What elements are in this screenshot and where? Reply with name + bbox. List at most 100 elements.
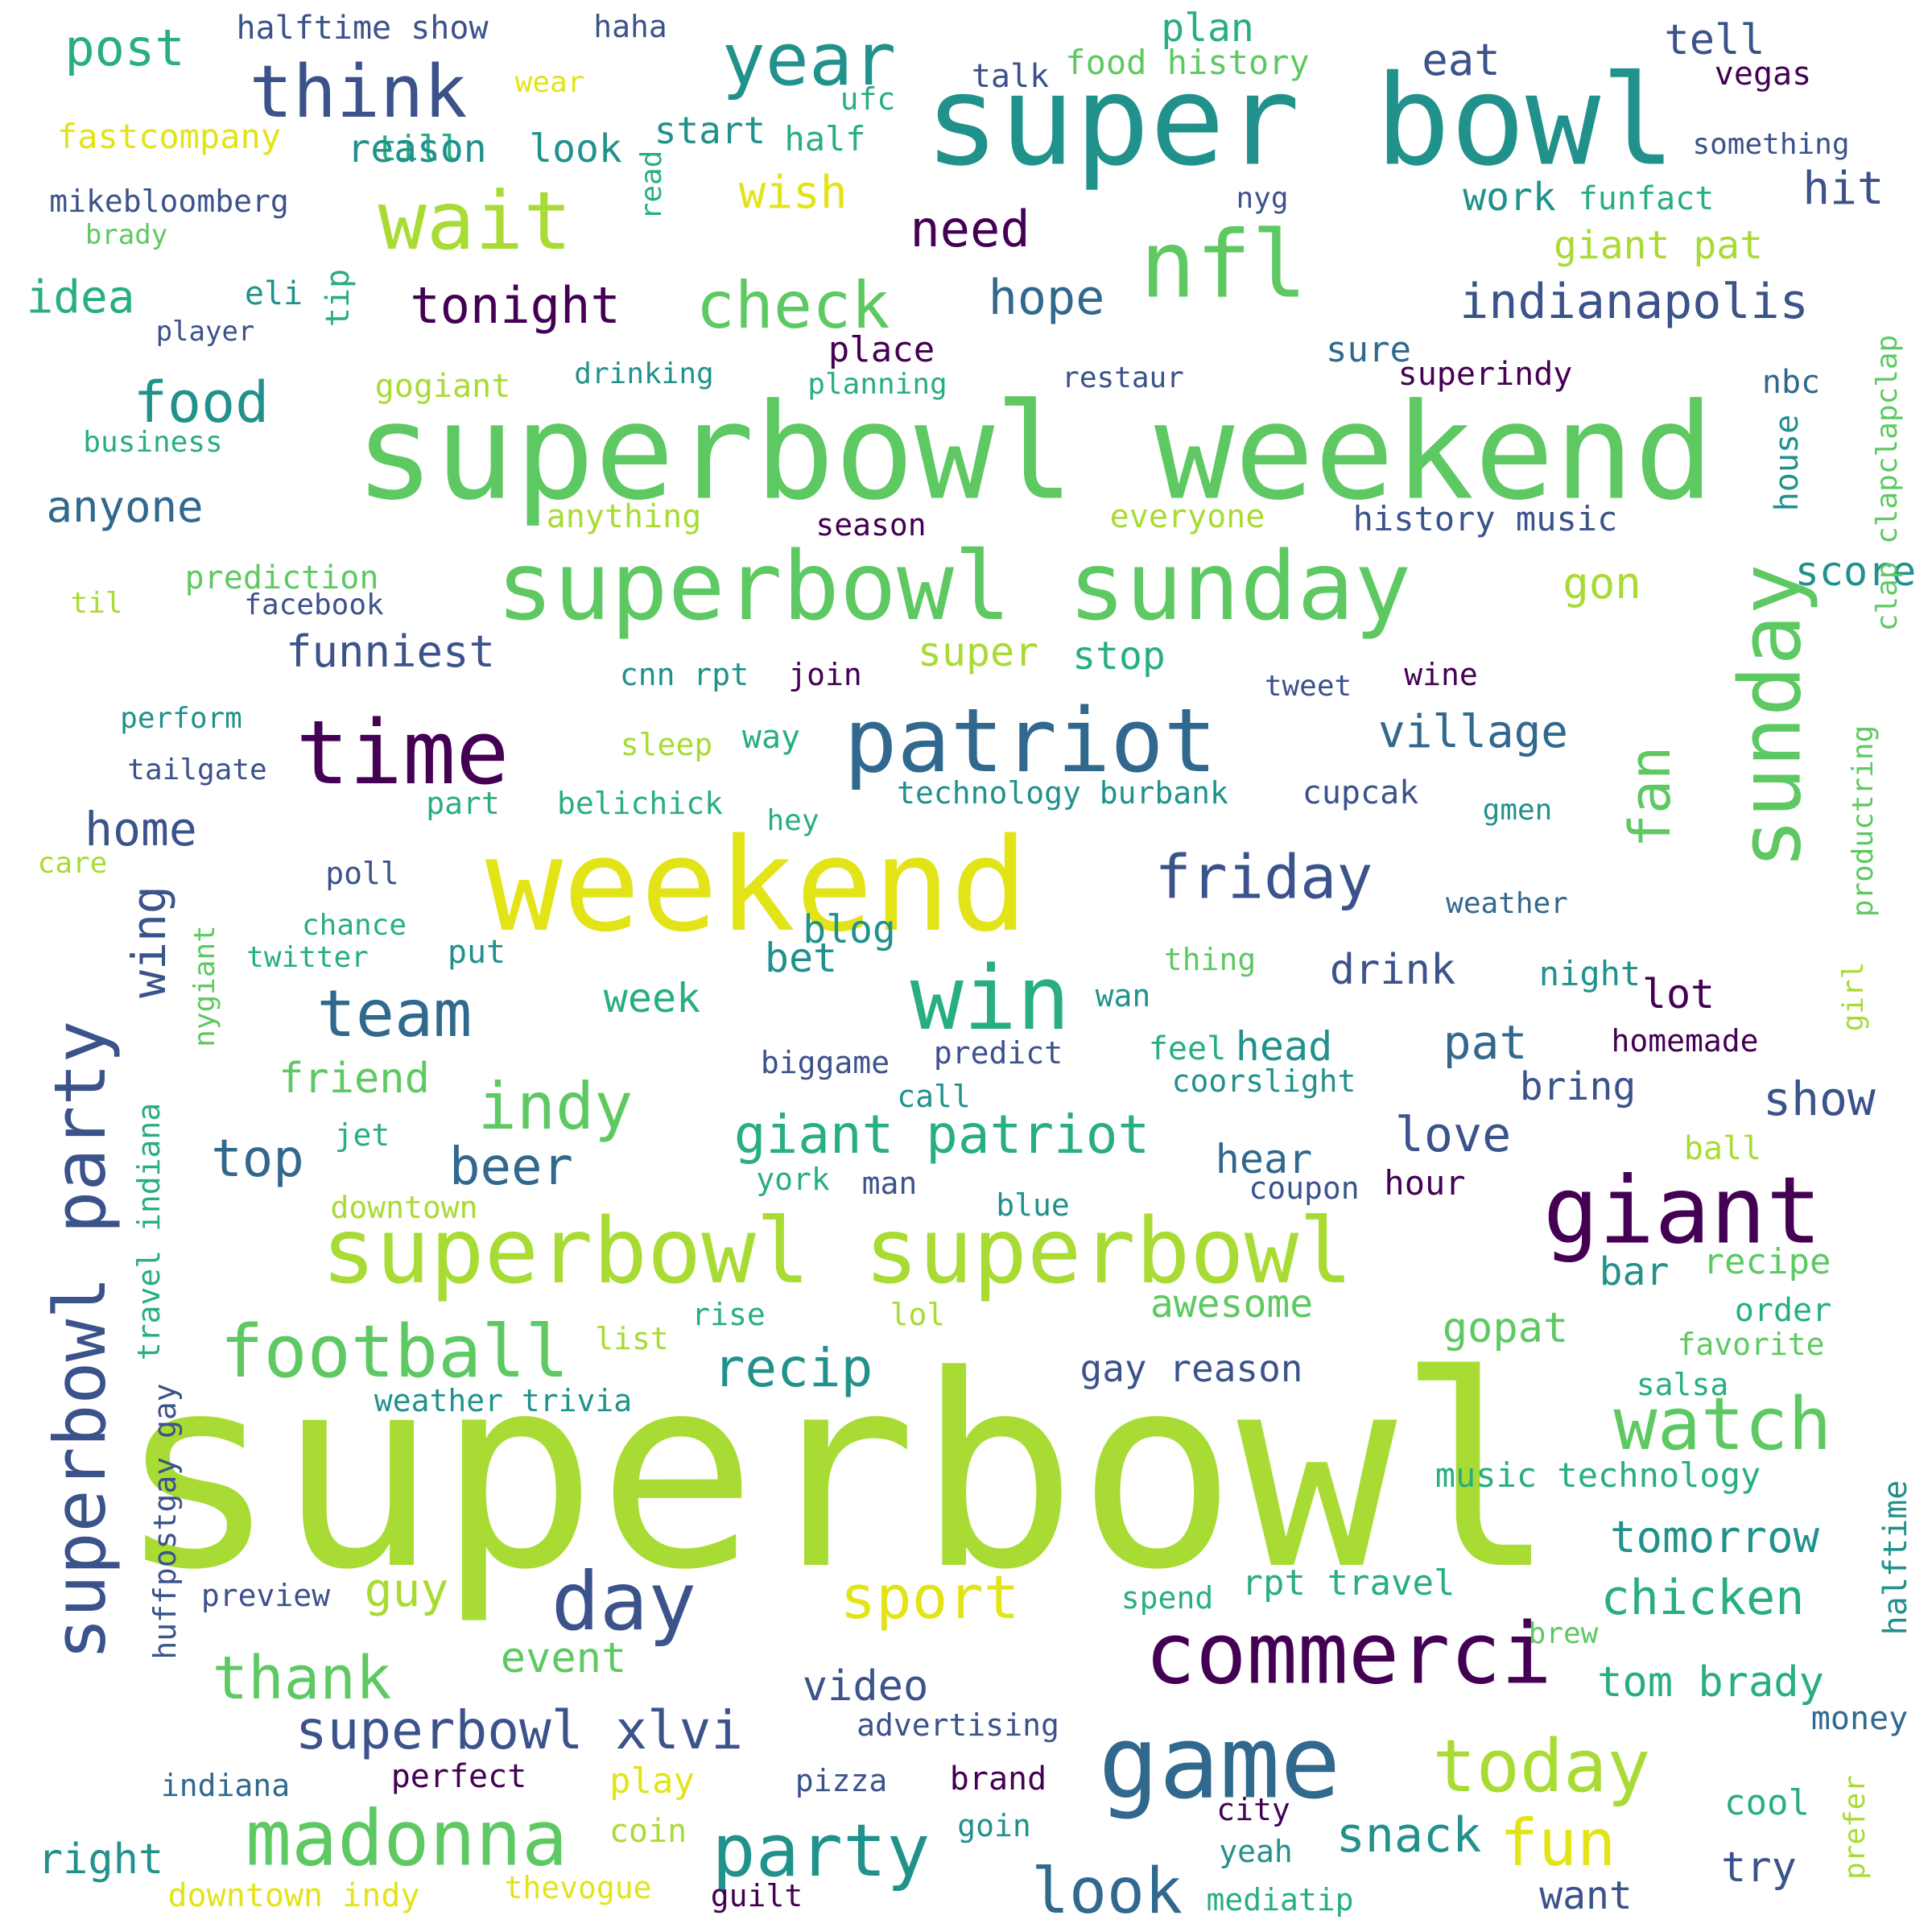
word-drink: drink: [1329, 946, 1456, 994]
word-place: place: [828, 329, 935, 370]
word-thevogue: thevogue: [504, 1870, 652, 1905]
word-right: right: [37, 1835, 164, 1884]
word-commerci: commerci: [1145, 1604, 1552, 1703]
word-food-history: food history: [1065, 43, 1310, 82]
word-check: check: [696, 268, 890, 343]
word-game: game: [1098, 1704, 1341, 1822]
word-hey: hey: [766, 804, 819, 837]
word-indiana: indiana: [160, 1768, 291, 1803]
word-gmen: gmen: [1482, 794, 1553, 827]
word-ball: ball: [1683, 1130, 1762, 1167]
word-feel: feel: [1148, 1030, 1227, 1067]
word-goin: goin: [957, 1808, 1031, 1843]
word-friday: friday: [1154, 841, 1373, 913]
word-prediction: prediction: [184, 559, 379, 597]
word-york: york: [756, 1162, 830, 1197]
word-recipe: recipe: [1703, 1241, 1831, 1282]
word-eat: eat: [1422, 35, 1501, 85]
word-half: half: [784, 119, 866, 159]
word-indianapolis: indianapolis: [1459, 274, 1809, 330]
word-way: way: [741, 719, 801, 756]
word-tonight: tonight: [410, 276, 621, 335]
word-superbowl-xlvi: superbowl xlvi: [295, 1699, 744, 1761]
word-fan: fan: [1617, 745, 1683, 848]
word-till: till: [376, 128, 461, 169]
word-coupon: coupon: [1249, 1170, 1360, 1206]
word-chance: chance: [301, 909, 407, 942]
word-score: score: [1794, 548, 1917, 595]
word-wish: wish: [738, 167, 848, 219]
word-blue: blue: [996, 1187, 1070, 1223]
word-order: order: [1734, 1292, 1832, 1329]
word-travel-indiana: travel indiana: [131, 1102, 167, 1361]
word-friend: friend: [279, 1055, 430, 1103]
word-part: part: [426, 786, 500, 821]
word-bring: bring: [1519, 1064, 1637, 1109]
word-gon: gon: [1563, 558, 1641, 609]
word-huffpostgay-gay: huffpostgay gay: [147, 1383, 183, 1660]
word-idea: idea: [26, 271, 135, 324]
word-gay-reason: gay reason: [1080, 1347, 1303, 1390]
word-man: man: [861, 1166, 918, 1201]
word-superbowl-party: superbowl party: [39, 1020, 122, 1661]
word-tailgate: tailgate: [127, 753, 267, 786]
word-sure: sure: [1326, 329, 1411, 370]
word-beer: beer: [448, 1137, 574, 1197]
word-show: show: [1763, 1071, 1876, 1126]
word-patriot: patriot: [844, 689, 1217, 792]
word-guy: guy: [364, 1563, 449, 1617]
word-reason: reason: [347, 126, 487, 171]
word-blog: blog: [803, 907, 896, 952]
word-list: list: [595, 1321, 669, 1356]
word-madonna: madonna: [245, 1794, 568, 1884]
word-advertising: advertising: [857, 1707, 1059, 1743]
word-food: food: [133, 369, 270, 436]
word-sunday: sunday: [1721, 564, 1820, 869]
word-biggame: biggame: [760, 1045, 890, 1080]
word-music-technology: music technology: [1435, 1455, 1761, 1495]
word-twitter: twitter: [246, 941, 369, 974]
word-rpt-travel: rpt travel: [1241, 1563, 1455, 1604]
word-pat: pat: [1443, 1015, 1528, 1070]
word-today: today: [1432, 1724, 1651, 1809]
word-tell: tell: [1664, 16, 1765, 64]
word-superbowl: superbowl: [117, 1319, 1558, 1628]
word-video: video: [802, 1662, 929, 1711]
word-head: head: [1235, 1023, 1333, 1070]
word-nbc: nbc: [1761, 364, 1821, 401]
word-technology-burbank: technology burbank: [897, 775, 1228, 811]
word-week: week: [603, 975, 701, 1022]
word-top: top: [211, 1129, 304, 1189]
word-mikebloomberg: mikebloomberg: [49, 184, 289, 219]
word-recip: recip: [712, 1337, 873, 1399]
word-party: party: [712, 1809, 931, 1893]
word-tweet: tweet: [1264, 670, 1352, 703]
word-event: event: [500, 1634, 627, 1682]
word-brew: brew: [1528, 1617, 1599, 1650]
word-giant: giant: [1542, 1157, 1823, 1265]
word-season: season: [815, 507, 927, 543]
word-nygiant: nygiant: [188, 925, 221, 1047]
word-fastcompany: fastcompany: [56, 117, 282, 156]
word-anything: anything: [546, 498, 702, 535]
word-awesome: awesome: [1150, 1282, 1314, 1327]
word-business: business: [83, 426, 223, 459]
word-hope: hope: [988, 270, 1105, 326]
word-coin: coin: [609, 1813, 687, 1850]
word-win: win: [910, 947, 1071, 1050]
word-superbowl-weekend: superbowl weekend: [354, 374, 1715, 530]
word-brady: brady: [85, 219, 168, 251]
word-superbowl-superbowl: superbowl superbowl: [321, 1199, 1353, 1304]
word-work: work: [1463, 175, 1556, 220]
word-fun: fun: [1499, 1806, 1616, 1880]
word-care: care: [37, 847, 108, 880]
word-restaur: restaur: [1062, 361, 1184, 394]
word-pizza: pizza: [795, 1763, 888, 1798]
word-call: call: [897, 1079, 971, 1114]
word-superindy: superindy: [1397, 356, 1573, 393]
word-tom-brady: tom brady: [1597, 1658, 1824, 1707]
word-indy: indy: [477, 1069, 634, 1144]
word-look: look: [1031, 1856, 1183, 1928]
word-time: time: [295, 701, 510, 804]
